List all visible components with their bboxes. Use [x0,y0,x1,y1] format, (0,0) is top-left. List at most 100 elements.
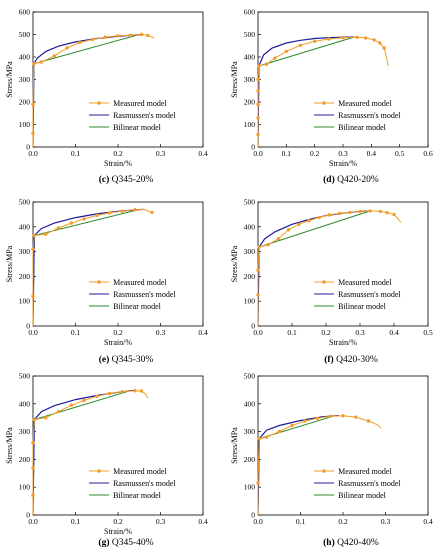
x-tick-label: 0.0 [28,517,38,526]
measured-data-point [44,232,48,236]
measured-data-point [139,389,144,393]
x-tick-label: 0.2 [113,517,123,526]
x-tick-label: 0.1 [287,328,297,337]
legend-label-measured: Measured model [113,467,167,476]
measured-data-point [146,33,150,38]
y-tick-label: 100 [244,297,256,306]
legend-label-bilinear: Bilinear model [113,491,162,500]
y-axis-label: Stress/MPa [230,61,239,98]
panel-e: 0.0 0.1 0.2 0.3 0.4 0 100 200 300 400 500 Strain/% S… [5,198,208,366]
legend: Measured model Rasmussen's model Bilinear … [314,278,401,311]
legend-label-rasmussen: Rasmussen's model [113,111,176,120]
measured-data-point [257,64,261,68]
measured-data-point [256,132,260,137]
y-tick-label: 200 [244,98,256,107]
y-tick-label: 400 [244,222,256,231]
x-tick-label: 0.0 [253,517,263,526]
measured-data-point [256,116,260,120]
measured-data-point [103,35,108,39]
measured-data-point [257,436,261,441]
measured-data-point [358,209,362,214]
measured-data-point [341,414,345,418]
legend-marker-measured [97,101,101,105]
legend-label-bilinear: Bilinear model [338,491,387,500]
measured-data-point [90,37,95,42]
caption-text: Q345-20% [109,175,153,185]
panel-f: 0.0 0.1 0.2 0.3 0.4 0.5 0 100 200 300 400 500 Strain… [230,198,433,366]
y-tick-label: 200 [244,272,256,281]
legend-label-measured: Measured model [113,278,167,287]
legend-label-measured: Measured model [338,278,392,287]
legend-marker-measured [322,101,326,105]
x-tick-label: 0.1 [282,149,292,158]
x-tick-label: 0.4 [423,517,433,526]
legend-label-measured: Measured model [113,99,167,108]
measured-data-point [256,89,260,93]
caption-letter: (h) [323,537,335,548]
y-tick-label: 300 [19,75,31,84]
x-tick-label: 0.3 [156,328,166,337]
y-tick-label: 200 [19,272,31,281]
measured-data-point [44,416,48,420]
y-axis-label: Stress/MPa [5,427,14,464]
measured-data-point [273,56,277,60]
panel-c: 0.0 0.1 0.2 0.3 0.4 0 100 200 300 400 500 600 Strain… [5,8,208,186]
panel-d: 0.0 0.1 0.2 0.3 0.4 0.5 0.6 0 100 200 300 400 500 600… [230,8,433,186]
series-line-measured [32,208,153,326]
x-axis-label: Strain/% [104,159,132,168]
measured-data-point [354,415,358,419]
measured-data-point [69,221,74,225]
measured-data-point [355,35,359,39]
measured-data-point [150,210,154,215]
y-axis-label: Stress/MPa [230,245,239,282]
panel-caption: (g) Q345-40% [98,537,153,548]
measured-data-point [52,54,56,58]
x-tick-label: 0.6 [423,149,433,158]
measured-data-point [129,33,133,37]
measured-data-point [264,435,269,439]
x-tick-label: 0.5 [423,328,433,337]
y-axis-label: Stress/MPa [5,245,14,282]
legend-marker-measured [97,469,101,473]
legend-marker-measured [322,280,326,284]
y-tick-label: 300 [19,247,31,256]
measured-data-point [31,441,35,445]
panel-caption: (h) Q420-40% [323,537,379,548]
y-tick-label: 200 [19,455,31,464]
measured-data-point [256,77,260,82]
y-tick-label: 200 [244,455,256,464]
caption-text: Q345-40% [110,538,154,548]
x-tick-label: 0.4 [198,328,208,337]
caption-text: Q420-40% [335,538,379,548]
y-tick-label: 300 [19,427,31,436]
y-tick-label: 100 [19,483,31,492]
panel-caption: (c) Q345-20% [99,174,154,185]
measured-data-point [120,209,124,213]
x-tick-label: 0.1 [71,328,81,337]
measured-data-point [31,102,35,107]
legend-marker-measured [97,280,101,284]
panel-g: 0.0 0.1 0.2 0.3 0.4 0 100 200 300 400 500 Strain/% S… [5,372,208,549]
y-tick-label: 400 [244,53,256,62]
measured-data-point [372,38,376,42]
y-tick-label: 400 [19,399,31,408]
legend-label-bilinear: Bilinear model [113,123,162,132]
measured-data-point [82,217,86,221]
measured-data-point [256,102,260,107]
measured-data-point [107,391,112,396]
y-tick-label: 400 [244,399,256,408]
measured-data-point [348,210,352,215]
legend: Measured model Rasmussen's model Bilinear … [89,467,176,500]
y-tick-label: 500 [19,372,31,381]
measured-data-point [327,213,332,217]
legend-marker-measured [322,469,326,473]
legend-label-measured: Measured model [338,467,392,476]
x-tick-label: 0.0 [28,328,38,337]
caption-letter: (c) [99,174,110,185]
legend-label-bilinear: Bilinear model [338,302,387,311]
caption-letter: (d) [323,174,335,185]
y-tick-label: 300 [244,75,256,84]
measured-data-point [385,211,389,215]
caption-letter: (e) [99,354,110,365]
measured-data-point [264,62,269,66]
